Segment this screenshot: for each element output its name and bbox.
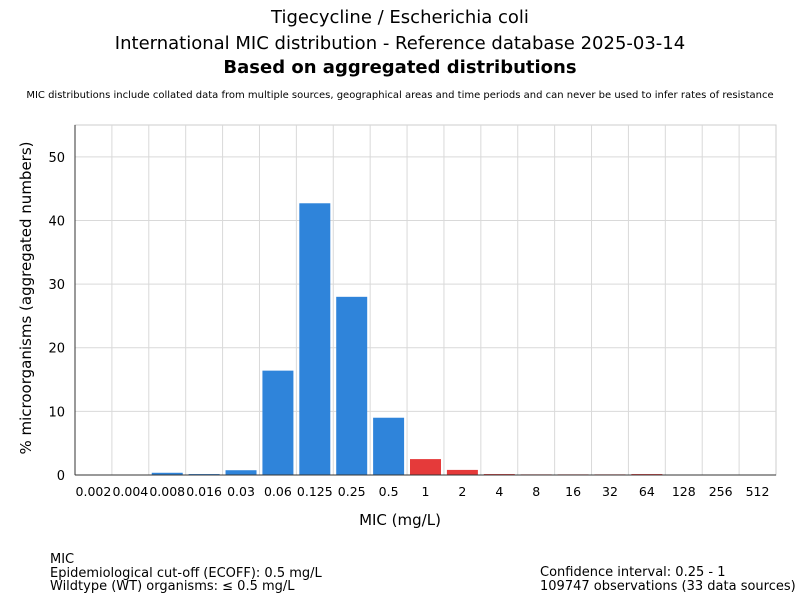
x-tick-label: 128 [672, 484, 696, 499]
x-tick-label: 4 [495, 484, 503, 499]
y-tick-label: 0 [57, 469, 65, 484]
plot-area [74, 124, 777, 476]
bar-1 [410, 459, 441, 475]
footer-confidence-interval: Confidence interval: 0.25 - 1 [540, 565, 726, 580]
x-tick-label: 0.008 [149, 484, 185, 499]
x-tick-label: 0.5 [379, 484, 399, 499]
footer-right: Confidence interval: 0.25 - 1 109747 obs… [540, 566, 796, 593]
chart-title: Tigecycline / Escherichia coli [271, 7, 529, 28]
bar-0.06 [262, 370, 294, 475]
x-tick-label: 1 [422, 484, 430, 499]
x-axis-label: MIC (mg/L) [359, 511, 441, 529]
footer-mic-label: MIC [50, 552, 75, 567]
footer-ecoff: Epidemiological cut-off (ECOFF): 0.5 mg/… [50, 565, 322, 581]
chart-subtitle-bold: Based on aggregated distributions [223, 57, 577, 78]
y-tick-label: 20 [48, 342, 65, 357]
x-tick-label: 64 [639, 484, 655, 499]
footer-left: MIC Epidemiological cut-off (ECOFF): 0.5… [50, 553, 322, 594]
bar-0.008 [151, 472, 183, 475]
x-tick-label: 0.25 [338, 484, 366, 499]
bars [151, 203, 663, 476]
bar-0.125 [299, 203, 331, 476]
x-tick-label: 0.002 [76, 484, 112, 499]
y-axis-label: % microorganisms (aggregated numbers) [17, 141, 35, 454]
x-tick-label: 0.125 [297, 484, 333, 499]
y-tick-label: 50 [48, 151, 65, 166]
chart-subtitle: International MIC distribution - Referen… [114, 33, 686, 54]
bar-0.5 [373, 417, 405, 475]
grid-lines [74, 124, 777, 476]
y-tick-label: 30 [48, 278, 65, 293]
x-tick-label: 512 [746, 484, 770, 499]
y-tick-label: 10 [48, 405, 65, 420]
x-tick-labels: 0.002 0.004 0.008 0.016 0.03 0.06 0.125 0.25 0.5… [76, 484, 770, 499]
bar-2 [446, 469, 478, 475]
y-tick-labels: 0 10 20 30 40 50 [48, 151, 65, 484]
disclaimer-note: MIC distributions include collated data … [26, 90, 774, 101]
x-tick-label: 0.03 [227, 484, 255, 499]
x-tick-label: 0.016 [186, 484, 222, 499]
footer-wildtype: Wildtype (WT) organisms: ≤ 0.5 mg/L [50, 579, 295, 594]
y-tick-label: 40 [48, 214, 65, 229]
bar-0.25 [336, 296, 368, 475]
x-tick-label: 256 [709, 484, 733, 499]
x-tick-label: 0.004 [112, 484, 148, 499]
axes [74, 125, 776, 476]
x-tick-label: 16 [565, 484, 581, 499]
footer-observations: 109747 observations (33 data sources) [540, 578, 796, 594]
x-tick-label: 0.06 [264, 484, 292, 499]
x-tick-label: 2 [458, 484, 466, 499]
bar-0.03 [225, 470, 257, 475]
x-tick-label: 8 [532, 484, 540, 499]
x-tick-label: 32 [602, 484, 618, 499]
